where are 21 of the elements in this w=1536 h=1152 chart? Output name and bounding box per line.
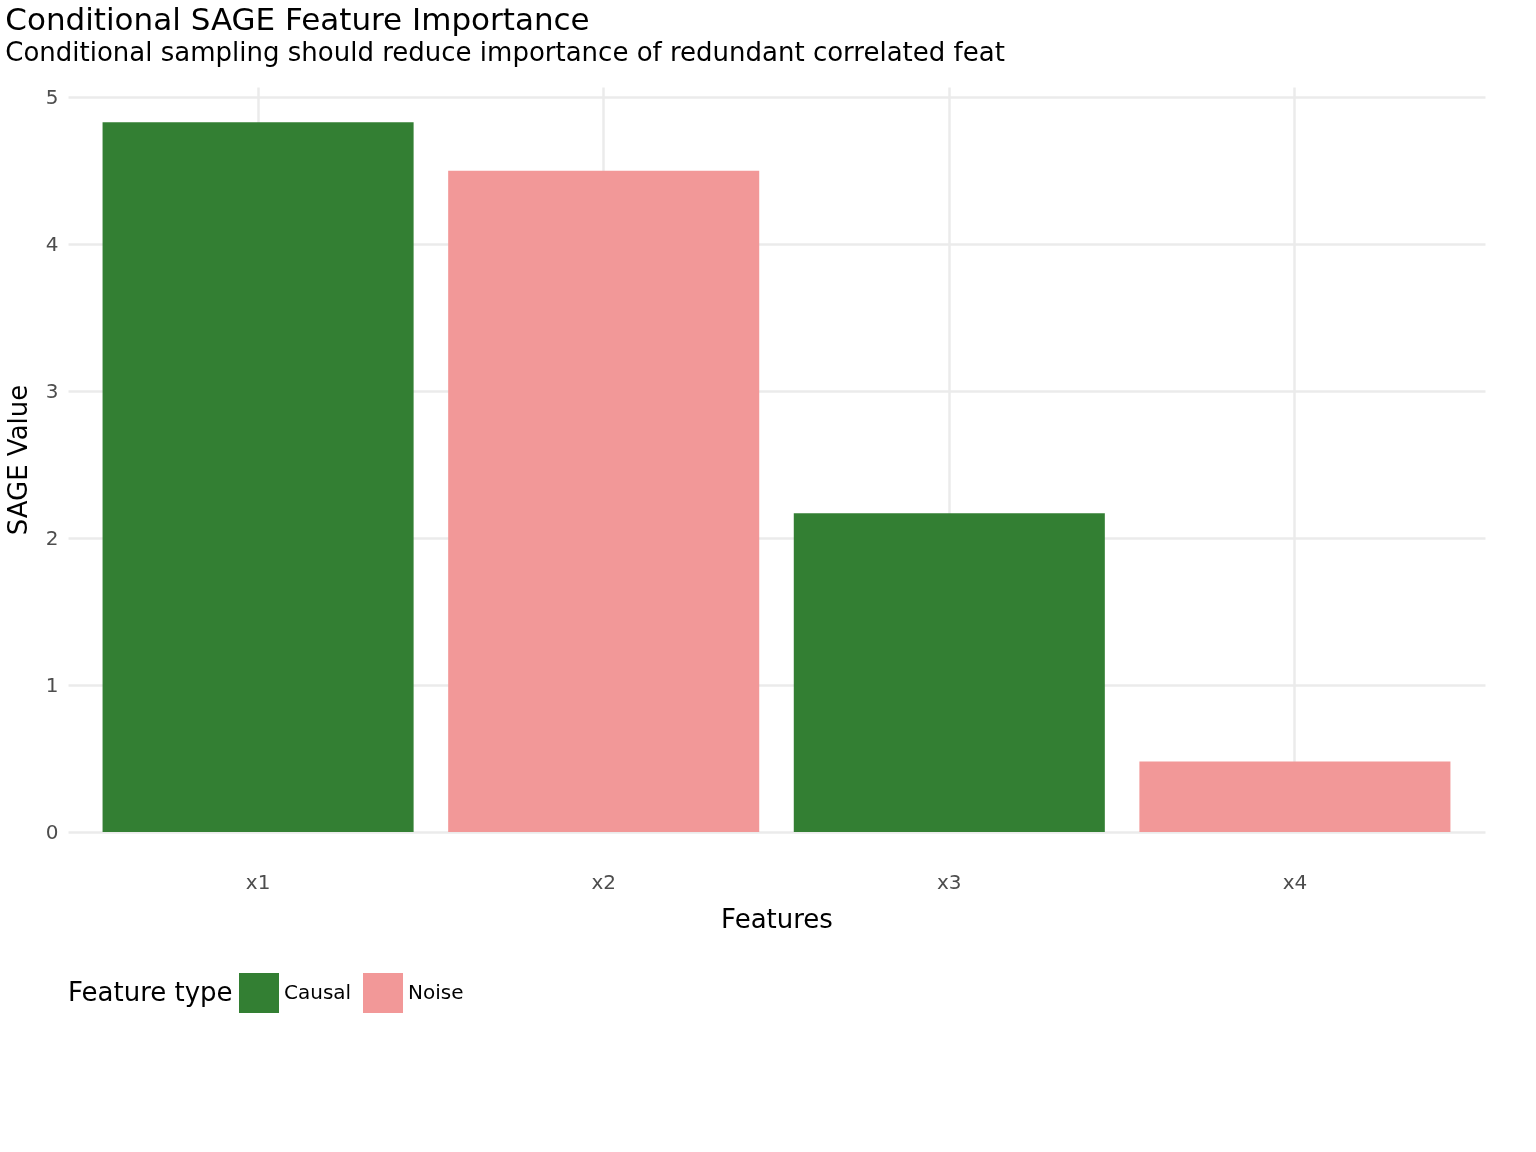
x-tick-label: x1 [245,869,271,894]
y-tick-label: 0 [45,819,59,844]
y-tick-label: 3 [45,378,59,403]
y-axis-title: SAGE Value [2,384,33,536]
chart-subtitle: Conditional sampling should reduce importance of redundant correlated feat [5,37,1005,67]
bar [1139,761,1451,832]
x-tick-label: x2 [591,869,616,894]
legend-label: Causal [284,980,352,1004]
x-tick-label: x3 [937,869,962,894]
legend-title: Feature type [68,977,233,1007]
chart-title: Conditional SAGE Feature Importance [5,1,590,37]
y-tick-label: 4 [45,231,59,256]
bar [448,170,760,832]
y-tick-label: 5 [45,84,59,109]
y-tick-label: 1 [45,672,59,697]
x-axis-title: Features [721,903,833,934]
y-tick-label: 2 [45,525,59,550]
legend-label: Noise [408,980,464,1004]
bar [793,513,1105,832]
bar [102,122,414,832]
x-tick-label: x4 [1282,869,1308,894]
